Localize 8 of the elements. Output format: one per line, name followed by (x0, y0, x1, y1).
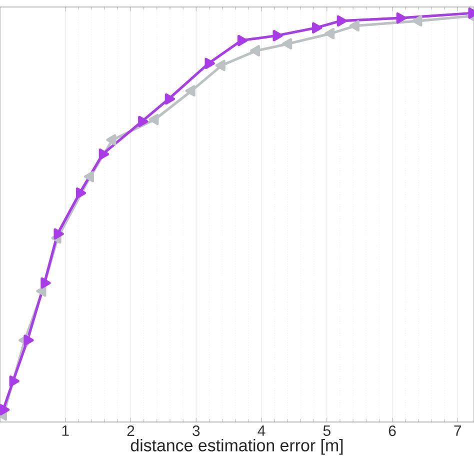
x-tick-label: 2 (127, 426, 134, 436)
x-tick-label: 5 (323, 426, 330, 436)
x-tick-label: 1 (62, 426, 69, 436)
x-axis-title: distance estimation error [m] (130, 438, 343, 455)
x-tick-label: 4 (258, 426, 266, 436)
x-tick-label: 6 (388, 426, 396, 436)
x-tick-label: 3 (192, 426, 200, 436)
x-tick-label: 7 (454, 426, 462, 436)
